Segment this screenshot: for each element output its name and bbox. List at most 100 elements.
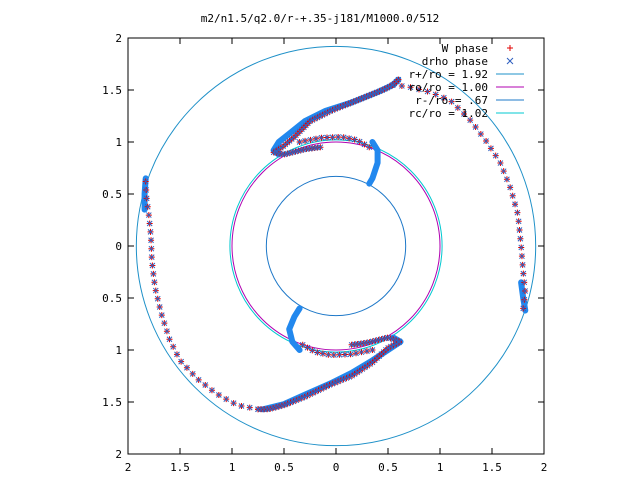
drho-phase-point-4-6 xyxy=(329,134,336,141)
drho-phase-point-1-18 xyxy=(504,176,510,183)
band-2 xyxy=(260,334,404,413)
drho-phase-point-2-30 xyxy=(364,362,371,369)
y-tick-label-3: 0.5 xyxy=(102,188,122,201)
drho-phase-point-4-7 xyxy=(335,134,342,140)
circle-0 xyxy=(135,45,537,447)
drho-phase-point-1-10 xyxy=(467,117,474,124)
drho-phase-point-1-16 xyxy=(497,160,504,166)
drho-phase-point-2-32 xyxy=(359,366,366,372)
drho-phase-point-1-14 xyxy=(488,145,494,152)
y-tick-label-7: 1.5 xyxy=(102,396,122,409)
drho-phase-point-3-15 xyxy=(164,328,170,335)
drho-phase-point-2-19 xyxy=(390,342,397,348)
drho-phase-point-1-17 xyxy=(500,168,507,175)
drho-phase-point-2-18 xyxy=(393,340,400,347)
chart-title: m2/n1.5/q2.0/r-+.35-j181/M1000.0/512 xyxy=(201,12,439,25)
drho-phase-point-1-11 xyxy=(472,124,479,130)
drho-phase-point-4-10 xyxy=(351,136,358,143)
drho-phase-point-4-11 xyxy=(356,138,363,145)
drho-phase-point-1-7 xyxy=(448,98,455,105)
drho-phase-point-3-7 xyxy=(202,382,209,388)
drho-phase-point-1-28 xyxy=(519,262,526,268)
drho-phase-point-1-23 xyxy=(515,218,522,225)
drho-phase-point-3-11 xyxy=(178,358,184,365)
legend-label-2: r+/ro = 1.92 xyxy=(409,68,488,81)
drho-phase-point-2-17 xyxy=(396,339,402,346)
drho-phase-point-3-14 xyxy=(166,336,173,343)
x-tick-label-2: 1 xyxy=(229,461,236,474)
x-tick-label-4: 0 xyxy=(333,461,340,474)
drho-phase-point-1-15 xyxy=(492,152,499,159)
drho-phase-point-1-0 xyxy=(390,81,397,88)
legend-label-3: ro/ro = 1.00 xyxy=(409,81,488,94)
drho-phase-point-5-2 xyxy=(358,349,365,356)
y-tick-label-0: 2 xyxy=(115,32,122,45)
legend-label-0: W phase xyxy=(442,42,488,55)
x-tick-label-1: 1.5 xyxy=(170,461,190,474)
drho-phase-point-3-20 xyxy=(152,287,159,294)
drho-phase-point-5-1 xyxy=(364,348,370,354)
legend-label-1: drho phase xyxy=(422,55,488,68)
drho-phase-point-3-13 xyxy=(170,343,177,350)
drho-phase-point-5-4 xyxy=(347,351,354,358)
drho-phase-point-3-21 xyxy=(151,279,158,286)
drho-phase-point-1-32 xyxy=(521,296,528,303)
drho-phase-point-4-13 xyxy=(366,144,373,151)
y-tick-label-6: 1 xyxy=(115,344,122,357)
drho-phase-point-3-28 xyxy=(146,220,153,227)
circles-layer xyxy=(135,45,537,447)
drho-phase-point-1-13 xyxy=(483,138,489,144)
drho-phase-point-1-1 xyxy=(399,83,405,89)
drho-phase-point-3-26 xyxy=(148,237,154,244)
y-tick-label-2: 1 xyxy=(115,136,122,149)
drho-phase-point-1-31 xyxy=(522,288,528,294)
drho-phase-point-1-4 xyxy=(424,88,431,95)
drho-phase-point-3-2 xyxy=(238,403,245,409)
drho-phase-point-1-20 xyxy=(509,192,516,199)
legend-marker-0 xyxy=(507,45,513,51)
drho-phase-point-1-9 xyxy=(461,111,467,117)
drho-phase-point-2-34 xyxy=(354,369,361,376)
drho-phase-point-5-3 xyxy=(353,350,359,357)
drho-phase-point-2-51 xyxy=(307,391,314,398)
bands-layer xyxy=(141,76,529,413)
drho-phase-point-3-31 xyxy=(143,195,150,202)
y-tick-label-8: 2 xyxy=(115,448,122,461)
y-tick-label-4: 0 xyxy=(115,240,122,253)
drho-phase-point-2-28 xyxy=(369,359,376,366)
drho-phase-point-3-19 xyxy=(154,295,161,302)
y-tick-label-5: 0.5 xyxy=(102,292,122,305)
legend-label-5: rc/ro = 1.02 xyxy=(409,107,488,120)
drho-phase-point-3-16 xyxy=(161,320,168,327)
drho-phase-point-3-17 xyxy=(158,312,165,318)
drho-phase-point-3-0 xyxy=(255,406,261,413)
drho-phase-point-4-12 xyxy=(361,141,368,148)
drho-phase-point-1-8 xyxy=(454,104,461,111)
drho-phase-point-4-2 xyxy=(307,136,314,143)
drho-phase-point-3-4 xyxy=(223,396,230,402)
drho-phase-point-3-27 xyxy=(147,229,154,235)
drho-phase-point-1-33 xyxy=(520,305,527,312)
x-tick-label-3: 0.5 xyxy=(274,461,294,474)
drho-phase-point-2-47 xyxy=(318,386,325,392)
drho-phase-point-1-3 xyxy=(416,86,422,93)
drho-phase-point-3-25 xyxy=(148,245,155,252)
drho-phase-point-1-24 xyxy=(516,227,523,233)
drho-phase-point-3-23 xyxy=(149,262,156,269)
drho-phase-point-1-25 xyxy=(517,235,524,242)
drho-phase-point-2-44 xyxy=(326,382,333,388)
circle-1 xyxy=(231,141,441,351)
drho-phase-point-0-69 xyxy=(395,76,402,83)
markers-layer xyxy=(142,76,529,413)
drho-phase-point-3-9 xyxy=(189,371,196,377)
drho-phase-point-4-3 xyxy=(313,135,319,142)
drho-phase-point-2-49 xyxy=(312,388,319,395)
legend-label-4: r-/ro = .67 xyxy=(415,94,488,107)
circle-2 xyxy=(265,175,407,317)
x-tick-label-6: 1 xyxy=(437,461,444,474)
x-tick-label-8: 2 xyxy=(541,461,548,474)
drho-phase-point-5-7 xyxy=(330,352,337,358)
drho-phase-point-2-48 xyxy=(315,387,322,394)
